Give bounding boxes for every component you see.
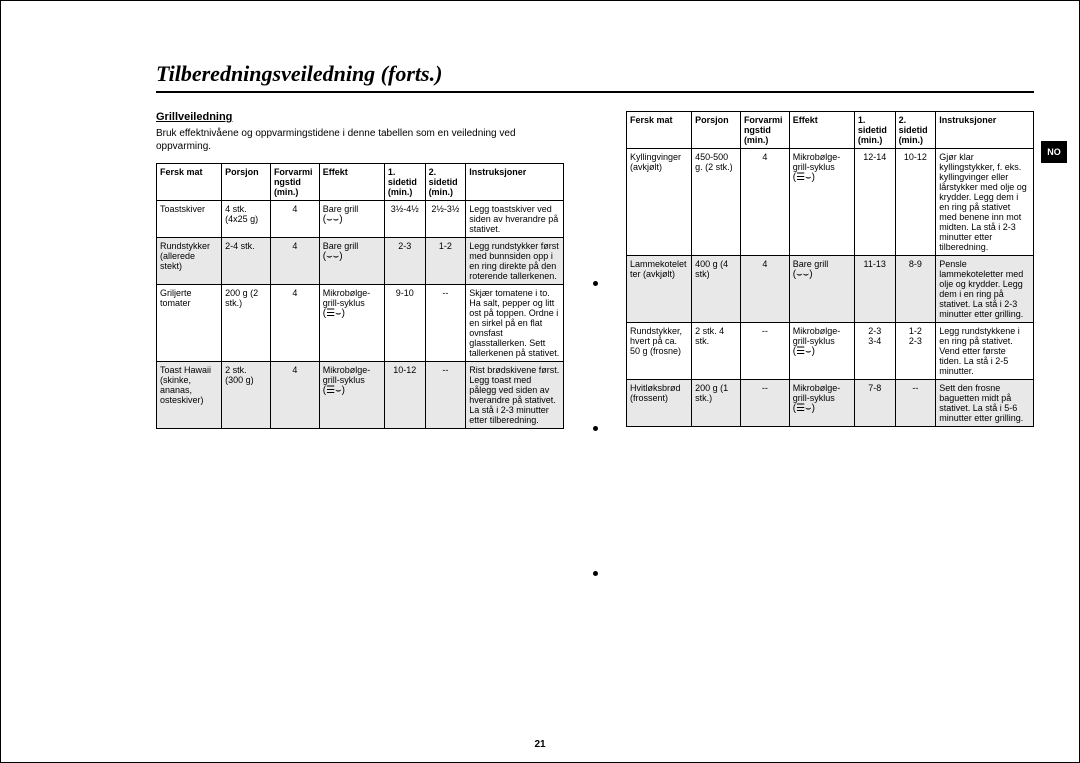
left-column: Grillveiledning Bruk effektnivåene og op…	[156, 111, 564, 646]
microwave-grill-icon: (☰⌣)	[323, 385, 345, 396]
cell-preheat: 4	[740, 149, 789, 256]
cell-effect: Mikrobølge-grill-syklus(☰⌣)	[319, 285, 384, 362]
cell-preheat: --	[740, 323, 789, 380]
th-instr: Instruksjoner	[936, 112, 1034, 149]
microwave-grill-icon: (☰⌣)	[793, 172, 815, 183]
intro-text: Bruk effektnivåene og oppvarmingstidene …	[156, 127, 564, 153]
microwave-grill-icon: (☰⌣)	[323, 308, 345, 319]
table-row: Rundstykker, hvert på ca. 50 g (frosne)2…	[627, 323, 1034, 380]
cell-preheat: 4	[740, 256, 789, 323]
cell-effect: Mikrobølge-grill-syklus(☰⌣)	[789, 323, 854, 380]
cell-portion: 2 stk. 4 stk.	[692, 323, 741, 380]
grill-icon: (⌣⌣)	[323, 251, 343, 262]
grill-table-right: Fersk mat Porsjon Forvarmingstid (min.) …	[626, 111, 1034, 427]
th-portion: Porsjon	[222, 164, 271, 201]
cell-side2: --	[425, 285, 466, 362]
cell-instr: Rist brødskivene først. Legg toast med p…	[466, 362, 564, 429]
table-header-row: Fersk mat Porsjon Forvarmingstid (min.) …	[157, 164, 564, 201]
grill-icon: (⌣⌣)	[323, 214, 343, 225]
table-row: Rundstykker (allerede stekt)2-4 stk.4Bar…	[157, 238, 564, 285]
cell-portion: 2 stk. (300 g)	[222, 362, 271, 429]
cell-side2: 1-22-3	[895, 323, 936, 380]
cell-effect: Bare grill(⌣⌣)	[319, 238, 384, 285]
cell-side1: 2-33-4	[854, 323, 895, 380]
cell-effect: Mikrobølge-grill-syklus(☰⌣)	[319, 362, 384, 429]
cell-effect: Mikrobølge-grill-syklus(☰⌣)	[789, 380, 854, 427]
th-side1: 1. sidetid (min.)	[854, 112, 895, 149]
cell-instr: Gjør klar kyllingstykker, f. eks. kyllin…	[936, 149, 1034, 256]
cell-side2: --	[425, 362, 466, 429]
th-preheat: Forvarmingstid (min.)	[740, 112, 789, 149]
cell-side1: 12-14	[854, 149, 895, 256]
th-effect: Effekt	[319, 164, 384, 201]
cell-food: Rundstykker (allerede stekt)	[157, 238, 222, 285]
cell-portion: 400 g (4 stk)	[692, 256, 741, 323]
grill-table-left: Fersk mat Porsjon Forvarmingstid (min.) …	[156, 163, 564, 429]
th-portion: Porsjon	[692, 112, 741, 149]
cell-effect: Bare grill(⌣⌣)	[319, 201, 384, 238]
th-instr: Instruksjoner	[466, 164, 564, 201]
binding-dots	[590, 111, 600, 646]
table-row: Toastskiver4 stk. (4x25 g)4Bare grill(⌣⌣…	[157, 201, 564, 238]
table-row: Kyllingvinger (avkjølt)450-500 g. (2 stk…	[627, 149, 1034, 256]
cell-food: Toastskiver	[157, 201, 222, 238]
microwave-grill-icon: (☰⌣)	[793, 346, 815, 357]
th-preheat: Forvarmingstid (min.)	[270, 164, 319, 201]
cell-instr: Legg rundstykker først med bunnsiden opp…	[466, 238, 564, 285]
cell-side2: 8-9	[895, 256, 936, 323]
table-row: Hvitløksbrød (frossent)200 g (1 stk.)--M…	[627, 380, 1034, 427]
table-row: Lammekoteletter (avkjølt)400 g (4 stk)4B…	[627, 256, 1034, 323]
cell-food: Rundstykker, hvert på ca. 50 g (frosne)	[627, 323, 692, 380]
page-title: Tilberedningsveiledning (forts.)	[156, 61, 1034, 93]
cell-side1: 3½-4½	[384, 201, 425, 238]
cell-side1: 2-3	[384, 238, 425, 285]
cell-preheat: --	[740, 380, 789, 427]
cell-preheat: 4	[270, 238, 319, 285]
cell-instr: Skjær tomatene i to. Ha salt, pepper og …	[466, 285, 564, 362]
grill-icon: (⌣⌣)	[793, 269, 813, 280]
cell-food: Griljerte tomater	[157, 285, 222, 362]
table-row: Griljerte tomater200 g (2 stk.)4Mikrobøl…	[157, 285, 564, 362]
cell-side1: 10-12	[384, 362, 425, 429]
right-column: Fersk mat Porsjon Forvarmingstid (min.) …	[626, 111, 1034, 646]
th-side2: 2. sidetid (min.)	[895, 112, 936, 149]
cell-side2: 1-2	[425, 238, 466, 285]
th-side1: 1. sidetid (min.)	[384, 164, 425, 201]
page-number: 21	[1, 739, 1079, 750]
cell-side1: 11-13	[854, 256, 895, 323]
cell-effect: Mikrobølge-grill-syklus(☰⌣)	[789, 149, 854, 256]
section-heading: Grillveiledning	[156, 111, 564, 123]
cell-food: Toast Hawaii (skinke, ananas, osteskiver…	[157, 362, 222, 429]
th-effect: Effekt	[789, 112, 854, 149]
cell-food: Hvitløksbrød (frossent)	[627, 380, 692, 427]
th-side2: 2. sidetid (min.)	[425, 164, 466, 201]
cell-instr: Sett den frosne baguetten midt på stativ…	[936, 380, 1034, 427]
cell-food: Kyllingvinger (avkjølt)	[627, 149, 692, 256]
cell-instr: Legg toastskiver ved siden av hverandre …	[466, 201, 564, 238]
cell-effect: Bare grill(⌣⌣)	[789, 256, 854, 323]
cell-side2: 10-12	[895, 149, 936, 256]
cell-side1: 9-10	[384, 285, 425, 362]
cell-portion: 200 g (2 stk.)	[222, 285, 271, 362]
cell-instr: Pensle lammekoteletter med olje og krydd…	[936, 256, 1034, 323]
th-food: Fersk mat	[157, 164, 222, 201]
cell-side1: 7-8	[854, 380, 895, 427]
cell-portion: 4 stk. (4x25 g)	[222, 201, 271, 238]
cell-portion: 2-4 stk.	[222, 238, 271, 285]
cell-instr: Legg rundstykkene i en ring på stativet.…	[936, 323, 1034, 380]
table-row: Toast Hawaii (skinke, ananas, osteskiver…	[157, 362, 564, 429]
cell-portion: 450-500 g. (2 stk.)	[692, 149, 741, 256]
cell-food: Lammekoteletter (avkjølt)	[627, 256, 692, 323]
cell-preheat: 4	[270, 285, 319, 362]
cell-side2: --	[895, 380, 936, 427]
cell-portion: 200 g (1 stk.)	[692, 380, 741, 427]
th-food: Fersk mat	[627, 112, 692, 149]
microwave-grill-icon: (☰⌣)	[793, 403, 815, 414]
table-header-row: Fersk mat Porsjon Forvarmingstid (min.) …	[627, 112, 1034, 149]
columns-wrap: Grillveiledning Bruk effektnivåene og op…	[156, 111, 1034, 646]
language-tab: NO	[1041, 141, 1067, 163]
cell-preheat: 4	[270, 362, 319, 429]
cell-side2: 2½-3½	[425, 201, 466, 238]
cell-preheat: 4	[270, 201, 319, 238]
